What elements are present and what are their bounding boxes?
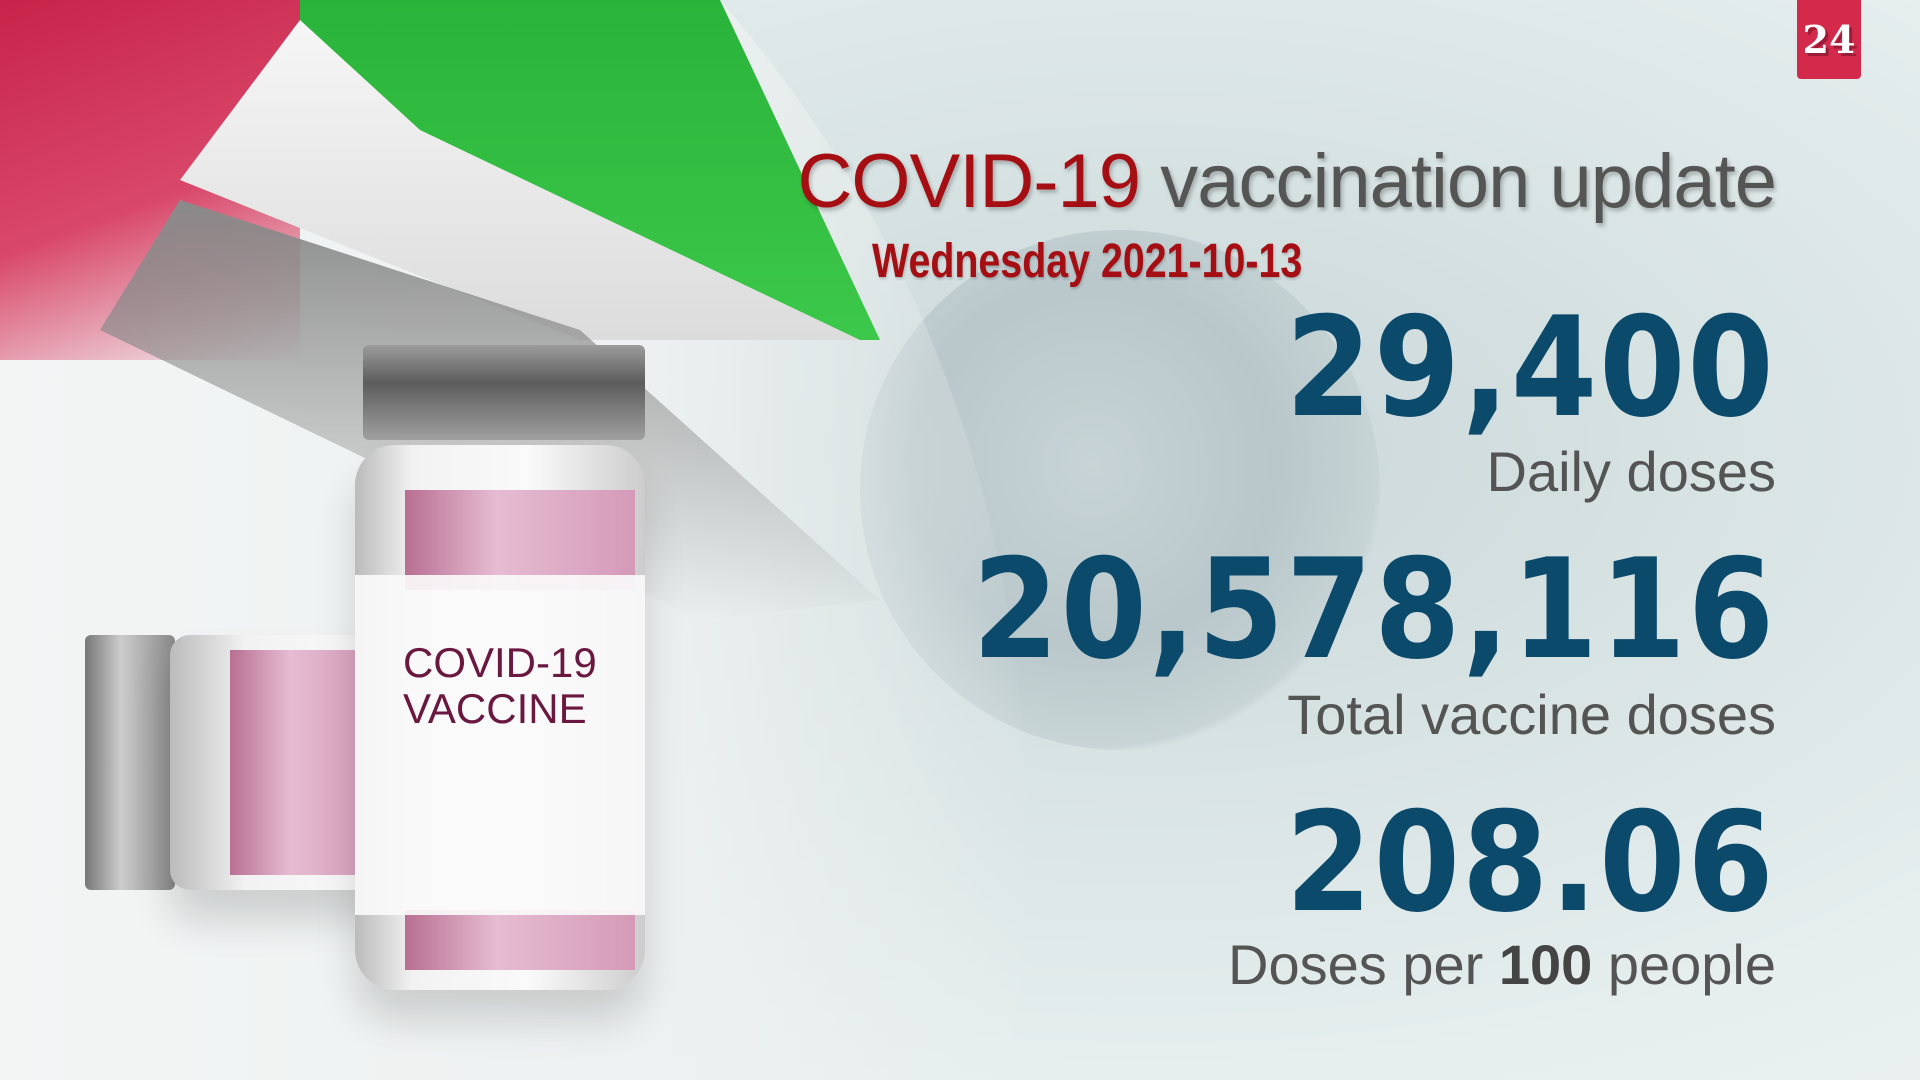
total-doses-label: Total vaccine doses	[1287, 683, 1776, 746]
vial-label-line2: VACCINE	[403, 685, 587, 732]
channel-logo: 24	[1797, 0, 1861, 79]
vial-cap	[363, 345, 645, 440]
doses-per-100-label: Doses per 100 people	[1228, 933, 1776, 996]
logo-text: 24	[1802, 17, 1856, 62]
title-highlight: COVID-19	[797, 139, 1142, 224]
vial-label-line1: COVID-19	[403, 639, 597, 686]
title-rest: vaccination update	[1160, 139, 1777, 224]
daily-doses-value: 29,400	[1285, 287, 1776, 448]
page-title: COVID-19 vaccination update	[797, 138, 1777, 225]
doses-per-100-value: 208.06	[1285, 782, 1776, 943]
update-date: Wednesday 2021-10-13	[872, 235, 1303, 288]
daily-doses-label: Daily doses	[1486, 440, 1776, 503]
vial-front: COVID-19 VACCINE	[355, 345, 645, 995]
total-doses-value: 20,578,116	[972, 529, 1776, 690]
